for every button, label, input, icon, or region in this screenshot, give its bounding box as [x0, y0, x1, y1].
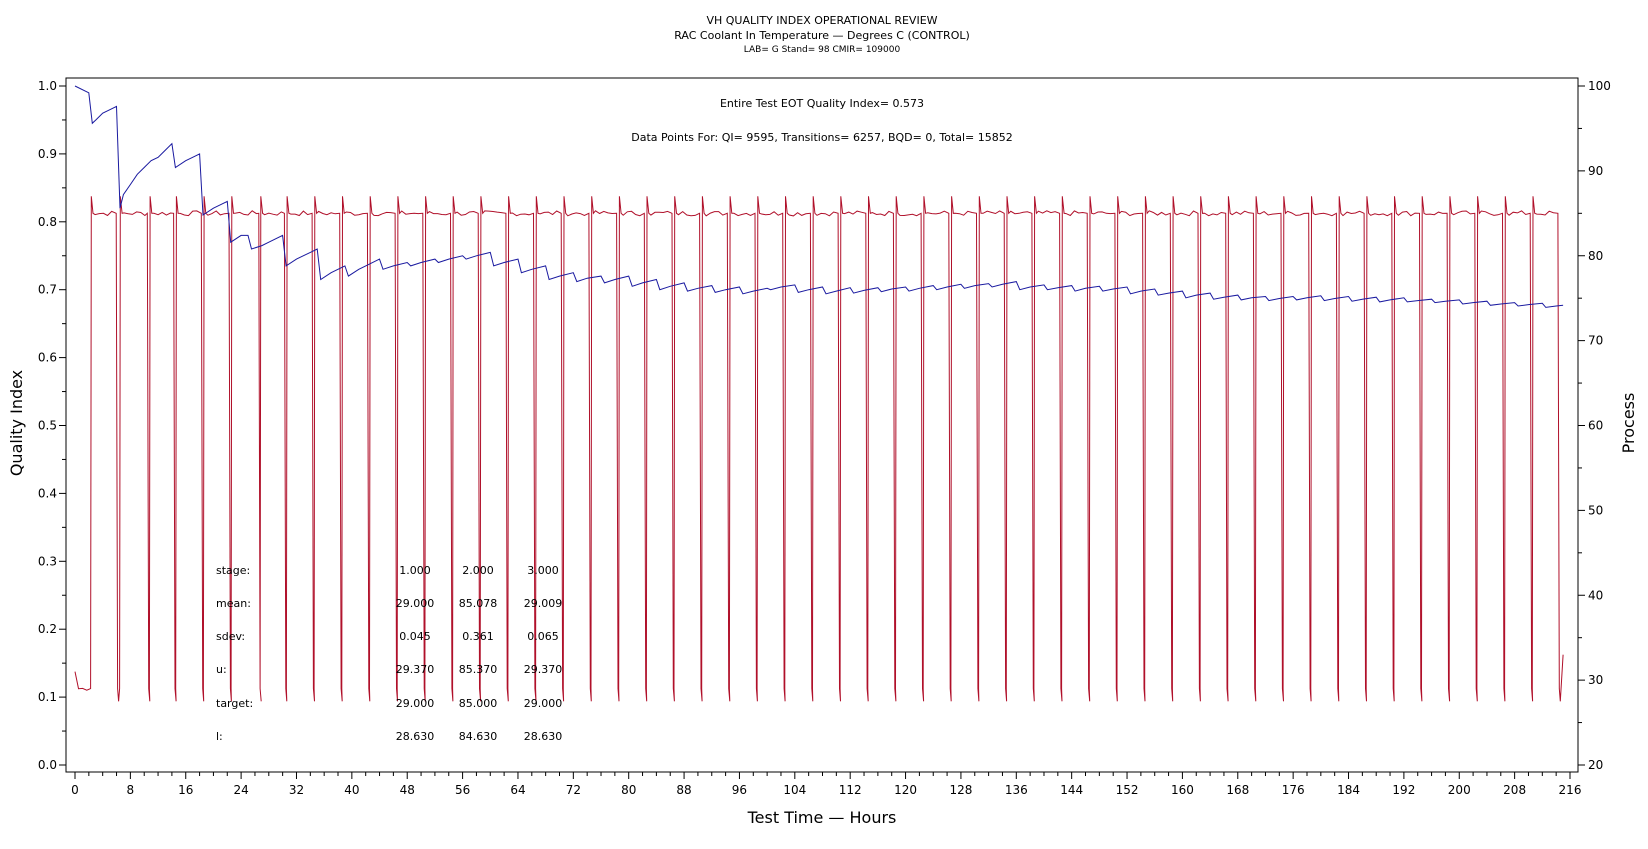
x-tick-label: 80: [621, 783, 636, 797]
x-tick-label: 144: [1060, 783, 1083, 797]
x-tick-label: 64: [510, 783, 525, 797]
x-tick-label: 96: [732, 783, 747, 797]
x-tick-label: 8: [127, 783, 135, 797]
stats-row-label: u:: [216, 663, 227, 676]
stats-cell: 29.000: [396, 697, 435, 710]
chart-subtitle: RAC Coolant In Temperature — Degrees C (…: [674, 29, 970, 42]
y-tick-label: 0.1: [38, 690, 57, 704]
stats-cell: 85.370: [459, 663, 498, 676]
stats-cell: 29.370: [524, 663, 563, 676]
x-tick-label: 200: [1448, 783, 1471, 797]
process-series-line: [74, 196, 1564, 702]
stats-cell: 0.045: [399, 630, 431, 643]
x-tick-label: 216: [1559, 783, 1582, 797]
stats-cell: 0.065: [527, 630, 559, 643]
x-tick-label: 128: [949, 783, 972, 797]
stats-cell: 1.000: [399, 564, 431, 577]
x-tick-label: 72: [566, 783, 581, 797]
stats-row-label: l:: [216, 730, 223, 743]
y2-tick-label: 90: [1588, 164, 1603, 178]
stats-row-label: target:: [216, 697, 253, 710]
x-tick-label: 120: [894, 783, 917, 797]
y-axis-label: Quality Index: [7, 370, 26, 476]
y2-tick-label: 60: [1588, 419, 1603, 433]
y2-tick-label: 30: [1588, 673, 1603, 687]
x-tick-label: 112: [839, 783, 862, 797]
x-tick-label: 104: [783, 783, 806, 797]
stats-row-label: mean:: [216, 597, 251, 610]
stats-cell: 0.361: [462, 630, 494, 643]
x-tick-label: 208: [1503, 783, 1526, 797]
x-tick-label: 136: [1005, 783, 1028, 797]
stats-cell: 29.370: [396, 663, 435, 676]
stats-cell: 29.009: [524, 597, 563, 610]
y2-axis-label: Process: [1619, 393, 1638, 454]
y2-tick-label: 50: [1588, 503, 1603, 517]
x-tick-label: 40: [344, 783, 359, 797]
stats-row-label: sdev:: [216, 630, 245, 643]
annotation-eot-quality-index: Entire Test EOT Quality Index= 0.573: [720, 97, 924, 110]
y-tick-label: 0.5: [38, 419, 57, 433]
stats-cell: 3.000: [527, 564, 559, 577]
x-tick-label: 184: [1337, 783, 1360, 797]
y2-tick-label: 20: [1588, 758, 1603, 772]
x-tick-label: 88: [676, 783, 691, 797]
series-layer: [74, 85, 1564, 702]
x-tick-label: 160: [1171, 783, 1194, 797]
x-tick-label: 152: [1116, 783, 1139, 797]
y2-tick-label: 40: [1588, 588, 1603, 602]
y2-tick-label: 100: [1588, 79, 1611, 93]
x-tick-label: 32: [289, 783, 304, 797]
x-tick-label: 24: [233, 783, 248, 797]
stats-cell: 28.630: [524, 730, 563, 743]
axes-layer: 0 8 16 24 32 40 48 56 64 72 80 88 96 104 112 120 128 136 1…: [38, 77, 1611, 797]
chart-info: LAB= G Stand= 98 CMIR= 109000: [744, 45, 901, 55]
y-tick-label: 0.0: [38, 758, 57, 772]
stats-cell: 2.000: [462, 564, 494, 577]
x-tick-label: 0: [71, 783, 79, 797]
stats-cell: 84.630: [459, 730, 498, 743]
x-tick-label: 168: [1226, 783, 1249, 797]
annotation-data-points: Data Points For: QI= 9595, Transitions= …: [631, 131, 1013, 144]
stats-cell: 29.000: [396, 597, 435, 610]
stats-cell: 29.000: [524, 697, 563, 710]
x-tick-label: 48: [400, 783, 415, 797]
stats-cell: 85.078: [459, 597, 498, 610]
stats-row-label: stage:: [216, 564, 250, 577]
x-tick-label: 16: [178, 783, 193, 797]
y-tick-label: 1.0: [38, 79, 57, 93]
y-tick-label: 0.2: [38, 622, 57, 636]
quality-index-series-line: [74, 85, 1564, 308]
y-tick-label: 0.9: [38, 147, 57, 161]
y-tick-label: 0.3: [38, 554, 57, 568]
x-axis-label: Test Time — Hours: [747, 808, 897, 827]
y-tick-label: 0.6: [38, 351, 57, 365]
y-tick-label: 0.4: [38, 486, 57, 500]
stats-table: stage: 1.000 2.000 3.000 mean: 29.000 85.078 29…: [216, 564, 562, 743]
y-tick-label: 0.8: [38, 215, 57, 229]
chart-title: VH QUALITY INDEX OPERATIONAL REVIEW: [706, 14, 937, 27]
x-tick-label: 192: [1392, 783, 1415, 797]
stats-cell: 28.630: [396, 730, 435, 743]
x-tick-label: 176: [1282, 783, 1305, 797]
stats-cell: 85.000: [459, 697, 498, 710]
y2-tick-label: 70: [1588, 334, 1603, 348]
y2-tick-label: 80: [1588, 249, 1603, 263]
x-tick-label: 56: [455, 783, 470, 797]
y-tick-label: 0.7: [38, 283, 57, 297]
